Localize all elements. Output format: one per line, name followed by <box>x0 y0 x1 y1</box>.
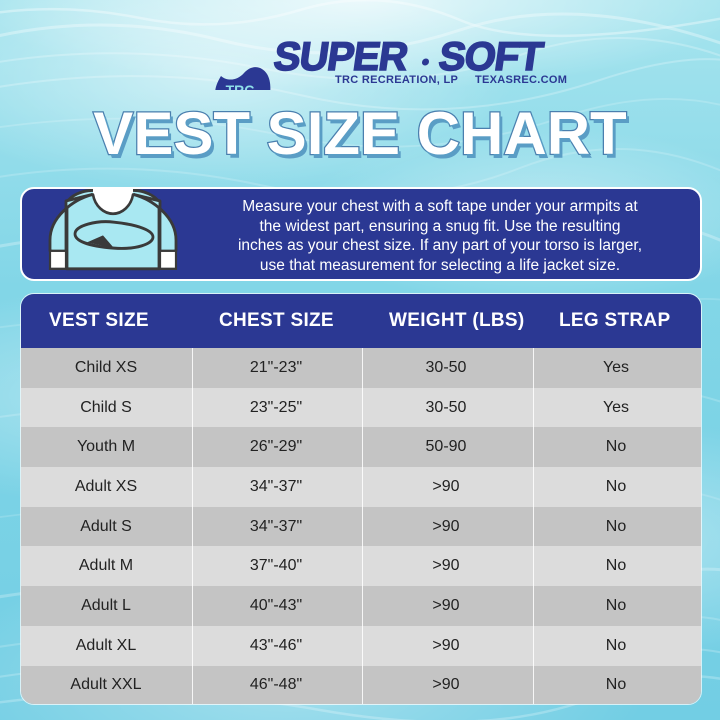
svg-text:SUPER: SUPER <box>271 34 411 79</box>
svg-text:SOFT: SOFT <box>436 34 546 79</box>
svg-text:TRC RECREATION, LP: TRC RECREATION, LP <box>335 74 458 86</box>
svg-text:TEXASREC.COM: TEXASREC.COM <box>475 74 567 86</box>
svg-text:TRC: TRC <box>226 82 255 90</box>
